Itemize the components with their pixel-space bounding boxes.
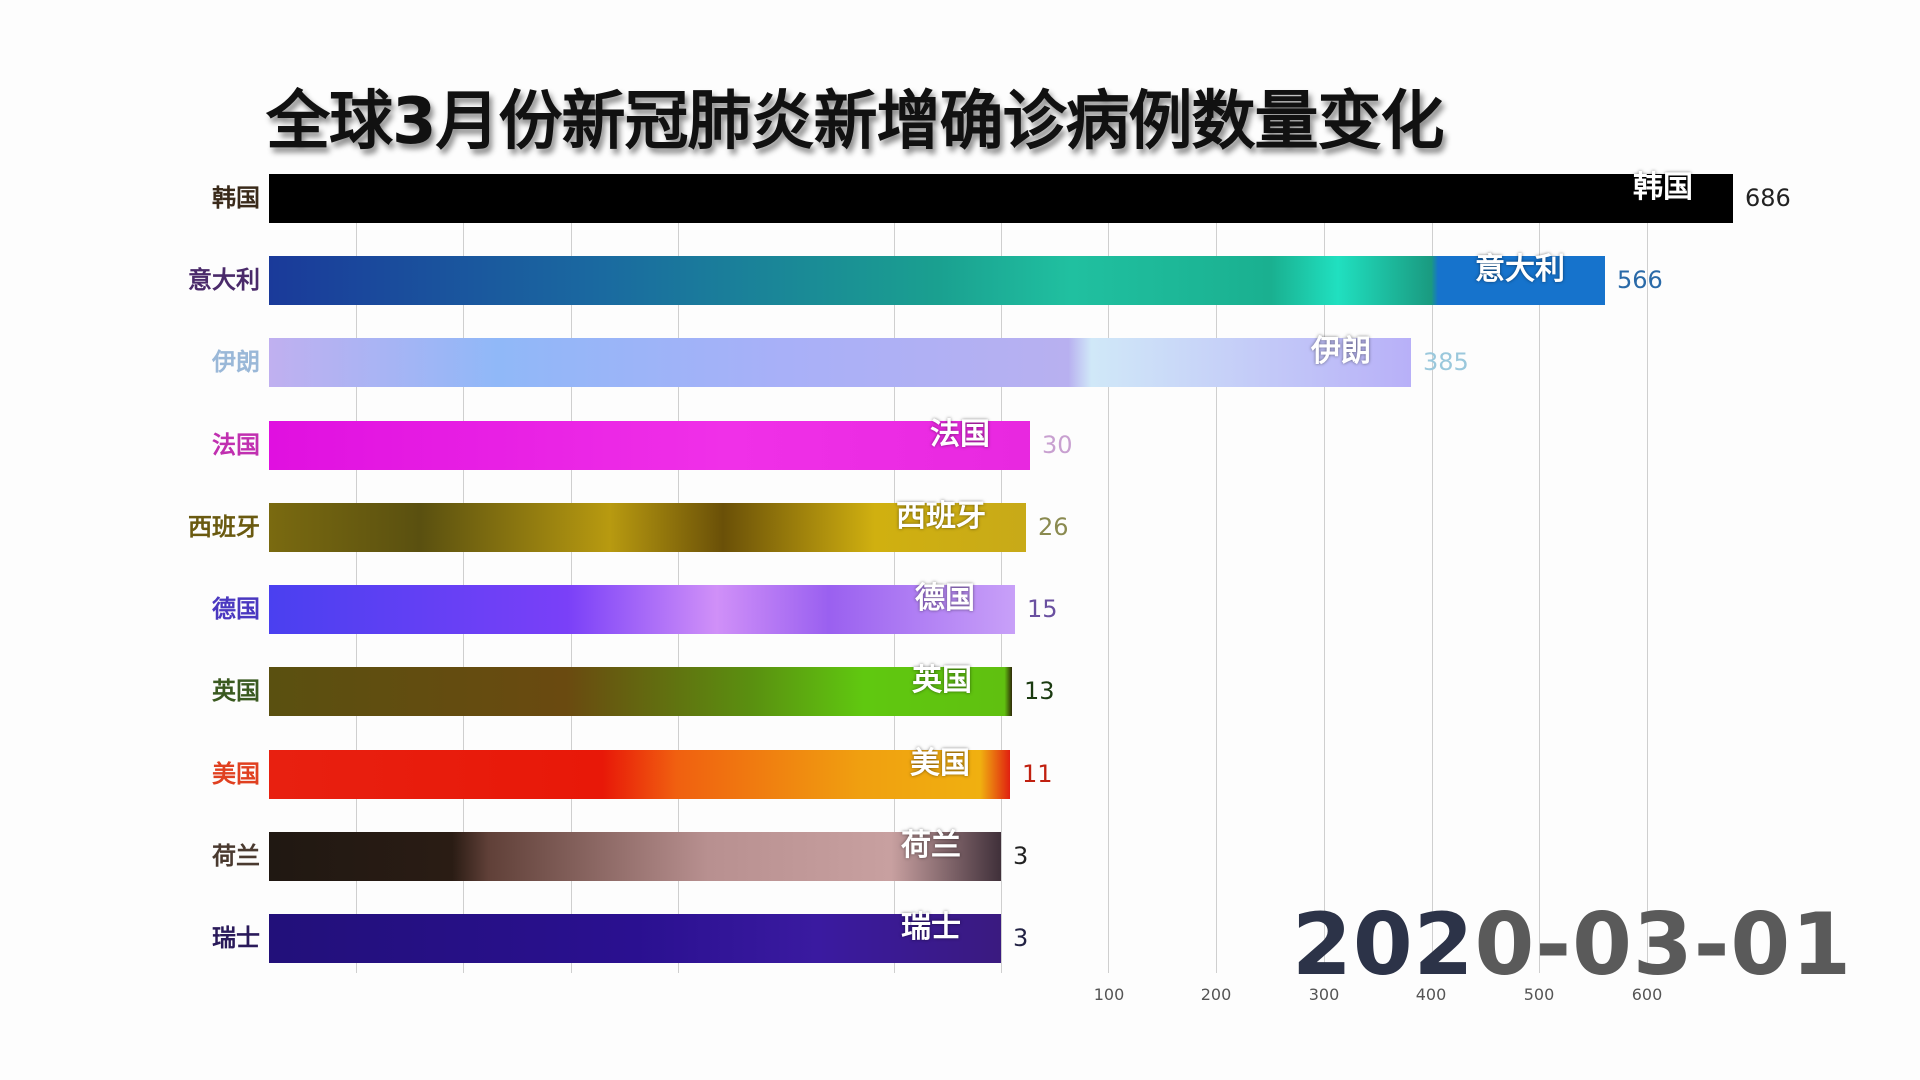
bar: 韩国 xyxy=(269,170,1733,223)
bar-inline-label: 荷兰 xyxy=(901,828,961,863)
gridline xyxy=(1108,175,1109,973)
gridline xyxy=(1647,175,1648,973)
gridline xyxy=(678,175,679,973)
bar-value: 385 xyxy=(1423,348,1469,376)
category-label: 荷兰 xyxy=(212,842,260,870)
bar-value: 13 xyxy=(1024,677,1055,705)
category-label: 英国 xyxy=(212,677,260,705)
bar: 英国 xyxy=(269,663,1012,716)
bar-inline-label: 美国 xyxy=(910,746,970,781)
gridline xyxy=(894,175,895,973)
bar-value: 566 xyxy=(1617,266,1663,294)
bar-inline-label: 伊朗 xyxy=(1311,334,1371,369)
gridline xyxy=(1432,175,1433,973)
x-tick-label: 200 xyxy=(1200,985,1232,1004)
x-tick-label: 400 xyxy=(1415,985,1447,1004)
bar: 美国 xyxy=(269,746,1010,799)
gridline xyxy=(356,175,357,973)
gridline xyxy=(1324,175,1325,973)
category-label: 西班牙 xyxy=(188,513,260,541)
bar-inline-label: 德国 xyxy=(915,581,975,616)
gridline xyxy=(1216,175,1217,973)
bar-value: 3 xyxy=(1013,842,1029,870)
x-tick-label: 300 xyxy=(1308,985,1340,1004)
category-label: 伊朗 xyxy=(212,348,260,376)
category-label: 德国 xyxy=(212,595,260,623)
chart-title: 全球3月份新冠肺炎新增确诊病例数量变化 xyxy=(266,85,1445,159)
bar-inline-label: 西班牙 xyxy=(896,499,986,534)
gridline xyxy=(1001,175,1002,973)
bar-value: 30 xyxy=(1042,431,1073,459)
bar: 荷兰 xyxy=(269,828,1001,881)
category-label: 瑞士 xyxy=(212,924,260,952)
bar: 意大利 xyxy=(269,252,1605,305)
gridline xyxy=(463,175,464,973)
category-label: 美国 xyxy=(212,760,260,788)
bar-inline-label: 意大利 xyxy=(1475,252,1565,287)
bar-inline-label: 法国 xyxy=(930,417,990,452)
bar: 西班牙 xyxy=(269,499,1026,552)
bar-value: 15 xyxy=(1027,595,1058,623)
bar-inline-label: 瑞士 xyxy=(901,910,961,945)
bar: 伊朗 xyxy=(269,334,1411,387)
gridline xyxy=(1539,175,1540,973)
bar-inline-label: 韩国 xyxy=(1633,170,1693,205)
category-label: 意大利 xyxy=(188,266,260,294)
category-label: 韩国 xyxy=(212,184,260,212)
bar-inline-label: 英国 xyxy=(912,663,972,698)
x-tick-label: 500 xyxy=(1523,985,1555,1004)
x-tick-label: 600 xyxy=(1631,985,1663,1004)
bar-value: 26 xyxy=(1038,513,1069,541)
bar-value: 11 xyxy=(1022,760,1053,788)
bar: 法国 xyxy=(269,417,1030,470)
category-label: 法国 xyxy=(212,431,260,459)
bar-value: 3 xyxy=(1013,924,1029,952)
date-label: 2020-03-01 xyxy=(1292,895,1853,995)
gridline xyxy=(571,175,572,973)
bar: 瑞士 xyxy=(269,910,1001,963)
bar-value: 686 xyxy=(1745,184,1791,212)
x-tick-label: 100 xyxy=(1093,985,1125,1004)
bar: 德国 xyxy=(269,581,1015,634)
